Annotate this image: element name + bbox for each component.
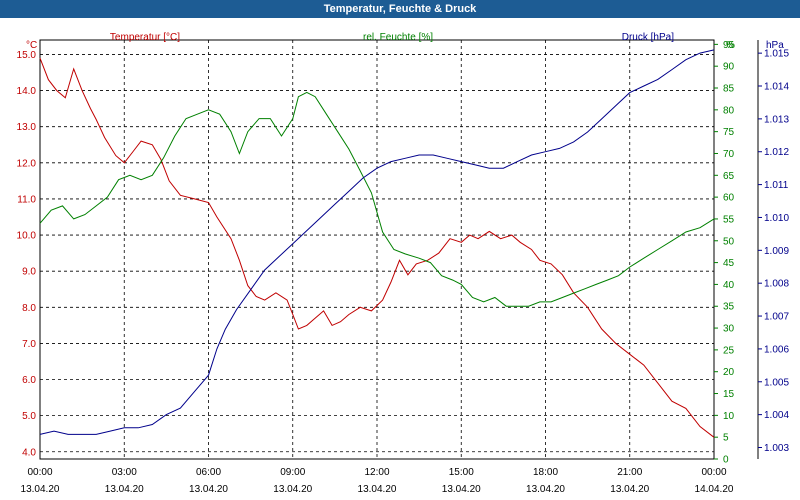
y-tick-label-temperature: 14.0 [17,86,37,97]
y-tick-label-humidity: 90 [723,62,735,73]
y-tick-label-pressure: 1.012 [764,147,789,158]
x-tick-label-time: 03:00 [112,467,137,478]
legend-label: Druck [hPa] [622,32,674,43]
y-tick-label-humidity: 35 [723,302,735,313]
y-tick-label-humidity: 5 [723,433,729,444]
x-tick-label-time: 18:00 [533,467,558,478]
y-tick-label-pressure: 1.006 [764,344,789,355]
y-tick-label-humidity: 50 [723,236,735,247]
x-tick-label-time: 06:00 [196,467,221,478]
y-tick-label-humidity: 30 [723,324,735,335]
y-tick-label-temperature: 4.0 [22,447,36,458]
x-tick-label-time: 15:00 [449,467,474,478]
legend-label: Temperatur [°C] [110,32,180,43]
y-tick-label-humidity: 70 [723,149,735,160]
y-tick-label-humidity: % [726,40,735,51]
y-tick-label-pressure: 1.013 [764,114,789,125]
y-tick-label-humidity: 0 [723,455,729,466]
temperature-unit-label: °C [26,40,37,51]
y-tick-label-humidity: 20 [723,367,735,378]
y-tick-label-pressure: 1.009 [764,246,789,257]
x-tick-label-date: 14.04.20 [695,484,734,495]
x-tick-label-date: 13.04.20 [526,484,565,495]
grid [39,39,762,460]
y-tick-label-humidity: 85 [723,84,735,95]
y-tick-label-pressure: 1.011 [764,180,789,191]
chart-area: 00:00 13.04.20 03:00 13.04.20 06:00 13.04.20 0… [17,32,790,495]
pressure-unit-label: hPa [766,40,784,51]
y-tick-label-pressure: 1.015 [764,49,789,60]
y-tick-label-humidity: 15 [723,389,735,400]
y-tick-label-pressure: 1.014 [764,82,789,93]
y-tick-label-temperature: 13.0 [17,122,37,133]
y-tick-label-humidity: 75 [723,127,735,138]
x-tick-label-date: 13.04.20 [358,484,397,495]
legend-label: rel. Feuchte [%] [363,32,433,43]
y-tick-label-temperature: 10.0 [17,231,37,242]
y-tick-label-temperature: 7.0 [22,339,36,350]
axis-labels: 00:00 13.04.20 03:00 13.04.20 06:00 13.04.20 0… [17,32,790,495]
x-tick-label-time: 00:00 [27,467,52,478]
y-tick-label-humidity: 40 [723,280,735,291]
y-tick-label-humidity: 60 [723,193,735,204]
x-tick-label-date: 13.04.20 [610,484,649,495]
y-tick-label-temperature: 8.0 [22,303,36,314]
y-tick-label-humidity: 95 [723,40,735,51]
y-tick-label-humidity: 80 [723,105,735,116]
y-tick-label-humidity: 25 [723,345,735,356]
y-tick-label-pressure: 1.003 [764,443,789,454]
y-tick-label-temperature: 11.0 [17,194,36,205]
y-tick-label-humidity: 65 [723,171,735,182]
chart-title: Temperatur, Feuchte & Druck [0,0,800,18]
y-tick-label-temperature: 15.0 [17,50,37,61]
y-tick-label-pressure: 1.005 [764,377,789,388]
y-tick-label-pressure: 1.004 [764,410,789,421]
series-lines [39,49,715,438]
series-line-pressure [39,49,715,435]
x-tick-label-date: 13.04.20 [21,484,60,495]
y-tick-label-temperature: 12.0 [17,158,37,169]
y-tick-label-humidity: 10 [723,411,735,422]
y-tick-label-pressure: 1.007 [764,312,789,323]
y-tick-label-pressure: 1.010 [764,213,789,224]
y-tick-label-humidity: 45 [723,258,735,269]
x-tick-label-date: 13.04.20 [189,484,228,495]
y-tick-label-humidity: 55 [723,214,735,225]
x-tick-label-date: 13.04.20 [442,484,481,495]
x-tick-label-time: 09:00 [280,467,305,478]
x-tick-label-time: 00:00 [701,467,726,478]
x-tick-label-time: 21:00 [617,467,642,478]
x-tick-label-date: 13.04.20 [273,484,312,495]
x-tick-label-date: 13.04.20 [105,484,144,495]
y-tick-label-temperature: 9.0 [22,267,36,278]
x-tick-label-time: 12:00 [364,467,389,478]
y-tick-label-pressure: 1.008 [764,279,789,290]
y-tick-label-temperature: 5.0 [22,411,36,422]
y-tick-label-temperature: 6.0 [22,375,36,386]
